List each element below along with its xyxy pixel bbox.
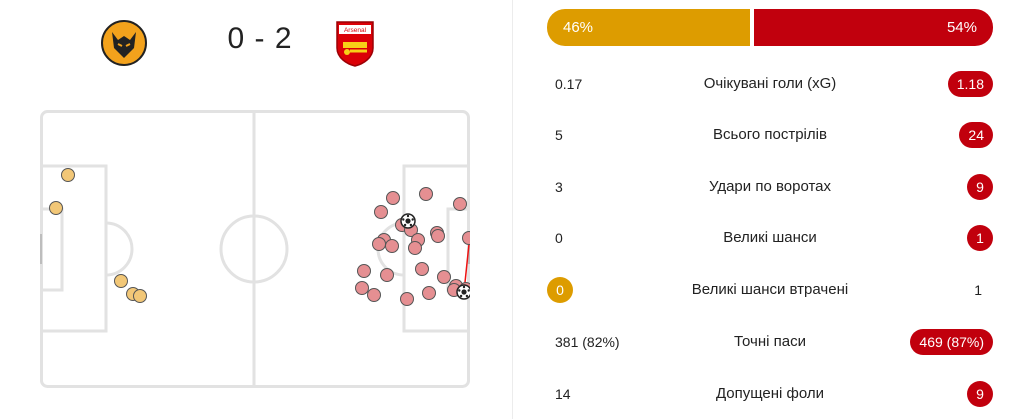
away-shot-marker[interactable] [419,187,433,201]
stat-away-value: 469 (87%) [910,329,993,355]
away-shot-marker[interactable] [380,268,394,282]
stat-away-value: 1 [967,225,993,251]
stat-label: Великі шанси [723,229,817,246]
goal-ball-icon[interactable] [456,284,470,300]
home-penalty-area [42,164,108,333]
stat-label: Всього пострілів [713,126,827,143]
stat-away-value: 9 [967,174,993,200]
stat-home-value: 14 [555,386,571,402]
away-shot-marker[interactable] [431,229,445,243]
away-shot-marker[interactable] [385,239,399,253]
home-six-yard-box [42,207,64,292]
stat-away-value: 1.18 [947,71,993,97]
possession-bar: 46% 54% [547,9,993,46]
away-shot-marker[interactable] [408,241,422,255]
stat-label: Точні паси [734,333,806,350]
panel-divider [512,0,513,419]
possession-home: 46% [547,9,750,46]
stat-row: 5 Всього пострілів 24 [547,119,993,151]
away-shot-marker[interactable] [462,231,471,245]
away-shot-marker[interactable] [422,286,436,300]
stat-label: Удари по воротах [708,178,831,195]
away-shot-marker[interactable] [357,264,371,278]
stat-away-value: 9 [967,381,993,407]
arsenal-crest-icon[interactable]: Arsenal [331,18,379,68]
shotmap-panel: 0 - 2 Arsenal [0,14,512,388]
away-shot-marker[interactable] [386,191,400,205]
stat-home-value: 381 (82%) [555,334,620,350]
stat-label: Очікувані голи (xG) [703,75,837,92]
away-penalty-area [402,164,468,333]
home-shot-marker[interactable] [49,201,63,215]
stat-label: Великі шанси втрачені [691,281,849,298]
stat-away-value: 1 [974,282,982,298]
away-shot-marker[interactable] [453,197,467,211]
stat-row: 0 Великі шанси втрачені 1 [547,274,993,306]
home-shot-marker[interactable] [114,274,128,288]
center-circle [219,214,289,284]
arsenal-crest-text: Arsenal [344,27,367,34]
scoreline: 0 - 2 Arsenal [0,14,512,74]
away-shot-marker[interactable] [415,262,429,276]
shot-map [40,110,470,388]
stat-home-value: 0 [547,277,573,303]
stat-away-value: 24 [959,122,993,148]
stat-row: 0.17 Очікувані голи (xG) 1.18 [547,68,993,100]
away-shot-marker[interactable] [367,288,381,302]
possession-away: 54% [754,9,993,46]
away-shot-marker[interactable] [437,270,451,284]
stat-home-value: 0 [555,230,563,246]
home-goal [40,234,42,264]
home-shot-marker[interactable] [61,168,75,182]
away-shot-marker[interactable] [374,205,388,219]
stat-row: 0 Великі шанси 1 [547,222,993,254]
stat-home-value: 5 [555,127,563,143]
away-shot-marker[interactable] [355,281,369,295]
goal-ball-icon[interactable] [400,213,416,229]
stat-row: 14 Допущені фоли 9 [547,378,993,410]
away-shot-marker[interactable] [400,292,414,306]
stat-home-value: 3 [555,179,563,195]
stat-label: Допущені фоли [715,385,825,402]
home-penalty-arc [105,221,134,277]
match-score: 0 - 2 [227,22,293,55]
stat-row: 3 Удари по воротах 9 [547,171,993,203]
home-shot-marker[interactable] [133,289,147,303]
away-shot-marker[interactable] [372,237,386,251]
stat-row: 381 (82%) Точні паси 469 (87%) [547,326,993,358]
stat-home-value: 0.17 [555,76,583,92]
wolves-crest-icon[interactable] [100,18,148,68]
stats-panel: 46% 54% 0.17 Очікувані голи (xG) 1.18 5 Всьо… [513,0,1024,419]
